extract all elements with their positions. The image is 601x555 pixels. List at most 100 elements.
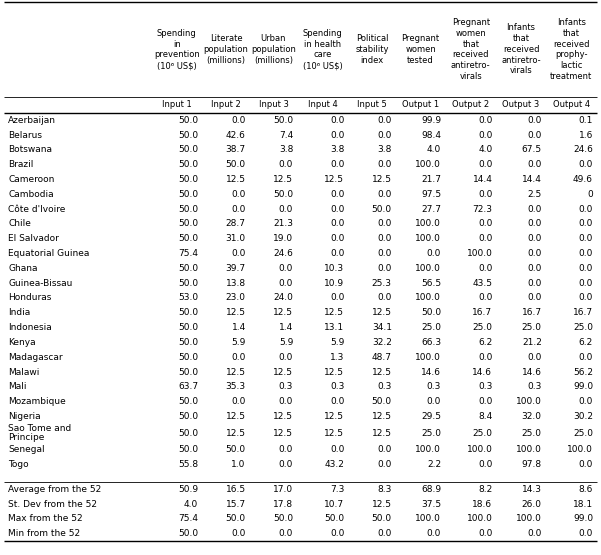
Text: 50.0: 50.0: [372, 397, 392, 406]
Text: 0.3: 0.3: [279, 382, 293, 391]
Text: 8.3: 8.3: [377, 485, 392, 494]
Text: 50.0: 50.0: [225, 445, 246, 454]
Text: 0.0: 0.0: [279, 160, 293, 169]
Text: 0.0: 0.0: [478, 264, 492, 273]
Text: 50.0: 50.0: [178, 234, 198, 243]
Text: 0.0: 0.0: [330, 190, 344, 199]
Text: 50.0: 50.0: [273, 190, 293, 199]
Text: 50.0: 50.0: [273, 116, 293, 125]
Text: 3.8: 3.8: [377, 145, 392, 154]
Text: 50.0: 50.0: [178, 308, 198, 317]
Text: 68.9: 68.9: [421, 485, 441, 494]
Text: 50.0: 50.0: [178, 445, 198, 454]
Text: India: India: [8, 308, 30, 317]
Text: 50.0: 50.0: [178, 205, 198, 214]
Text: 0.0: 0.0: [330, 234, 344, 243]
Text: 12.5: 12.5: [372, 367, 392, 376]
Text: 50.0: 50.0: [273, 514, 293, 523]
Text: Honduras: Honduras: [8, 294, 51, 302]
Text: Senegal: Senegal: [8, 445, 44, 454]
Text: 1.3: 1.3: [330, 352, 344, 362]
Text: 25.0: 25.0: [472, 323, 492, 332]
Text: 0.0: 0.0: [231, 205, 246, 214]
Text: 0.0: 0.0: [579, 219, 593, 229]
Text: 14.6: 14.6: [421, 367, 441, 376]
Text: Pregnant
women
that
received
antiretro-
virals: Pregnant women that received antiretro- …: [451, 18, 490, 81]
Text: 0.0: 0.0: [279, 279, 293, 287]
Text: 100.0: 100.0: [466, 249, 492, 258]
Text: 0.0: 0.0: [427, 397, 441, 406]
Text: 50.0: 50.0: [178, 130, 198, 140]
Text: 5.9: 5.9: [330, 338, 344, 347]
Text: 50.0: 50.0: [178, 529, 198, 538]
Text: 0.0: 0.0: [377, 529, 392, 538]
Text: 12.5: 12.5: [226, 308, 246, 317]
Text: 7.4: 7.4: [279, 130, 293, 140]
Text: 56.2: 56.2: [573, 367, 593, 376]
Text: 0.0: 0.0: [377, 116, 392, 125]
Text: 37.5: 37.5: [421, 500, 441, 508]
Text: Cameroon: Cameroon: [8, 175, 54, 184]
Text: 21.2: 21.2: [522, 338, 542, 347]
Text: 50.0: 50.0: [178, 219, 198, 229]
Text: Sao Tome and
Principe: Sao Tome and Principe: [8, 423, 72, 442]
Text: 0.0: 0.0: [478, 190, 492, 199]
Text: 1.0: 1.0: [231, 460, 246, 469]
Text: Input 4: Input 4: [308, 100, 338, 109]
Text: 0.0: 0.0: [528, 529, 542, 538]
Text: 100.0: 100.0: [516, 514, 542, 523]
Text: 25.0: 25.0: [573, 323, 593, 332]
Text: 12.5: 12.5: [226, 175, 246, 184]
Text: 17.0: 17.0: [273, 485, 293, 494]
Text: 12.5: 12.5: [372, 428, 392, 437]
Text: 0.0: 0.0: [330, 445, 344, 454]
Text: 14.6: 14.6: [472, 367, 492, 376]
Text: 0.0: 0.0: [579, 352, 593, 362]
Text: 53.0: 53.0: [178, 294, 198, 302]
Text: 50.9: 50.9: [178, 485, 198, 494]
Text: 0.1: 0.1: [579, 116, 593, 125]
Text: Spending
in
prevention
(10⁶ US$): Spending in prevention (10⁶ US$): [154, 29, 200, 70]
Text: 3.8: 3.8: [279, 145, 293, 154]
Text: 32.0: 32.0: [522, 412, 542, 421]
Text: 0.0: 0.0: [528, 264, 542, 273]
Text: 12.5: 12.5: [372, 175, 392, 184]
Text: 99.0: 99.0: [573, 514, 593, 523]
Text: 50.0: 50.0: [372, 514, 392, 523]
Text: 21.7: 21.7: [421, 175, 441, 184]
Text: 97.8: 97.8: [522, 460, 542, 469]
Text: 25.0: 25.0: [421, 428, 441, 437]
Text: 50.0: 50.0: [178, 412, 198, 421]
Text: 29.5: 29.5: [421, 412, 441, 421]
Text: 50.0: 50.0: [178, 323, 198, 332]
Text: 0.0: 0.0: [377, 130, 392, 140]
Text: 8.4: 8.4: [478, 412, 492, 421]
Text: 38.7: 38.7: [225, 145, 246, 154]
Text: 18.1: 18.1: [573, 500, 593, 508]
Text: 0.0: 0.0: [377, 445, 392, 454]
Text: 100.0: 100.0: [415, 445, 441, 454]
Text: 0.0: 0.0: [330, 397, 344, 406]
Text: 55.8: 55.8: [178, 460, 198, 469]
Text: 100.0: 100.0: [516, 397, 542, 406]
Text: 8.2: 8.2: [478, 485, 492, 494]
Text: 30.2: 30.2: [573, 412, 593, 421]
Text: 12.5: 12.5: [325, 367, 344, 376]
Text: 12.5: 12.5: [325, 175, 344, 184]
Text: 12.5: 12.5: [226, 412, 246, 421]
Text: 0.0: 0.0: [478, 234, 492, 243]
Text: 17.8: 17.8: [273, 500, 293, 508]
Text: 0.0: 0.0: [427, 249, 441, 258]
Text: Political
stability
index: Political stability index: [355, 34, 389, 65]
Text: 4.0: 4.0: [184, 500, 198, 508]
Text: 0.0: 0.0: [377, 460, 392, 469]
Text: 5.9: 5.9: [231, 338, 246, 347]
Text: 0.0: 0.0: [279, 397, 293, 406]
Text: 50.0: 50.0: [178, 397, 198, 406]
Text: Max from the 52: Max from the 52: [8, 514, 82, 523]
Text: 0.0: 0.0: [528, 219, 542, 229]
Text: 0.0: 0.0: [579, 264, 593, 273]
Text: 12.5: 12.5: [372, 308, 392, 317]
Text: 50.0: 50.0: [178, 264, 198, 273]
Text: Mali: Mali: [8, 382, 26, 391]
